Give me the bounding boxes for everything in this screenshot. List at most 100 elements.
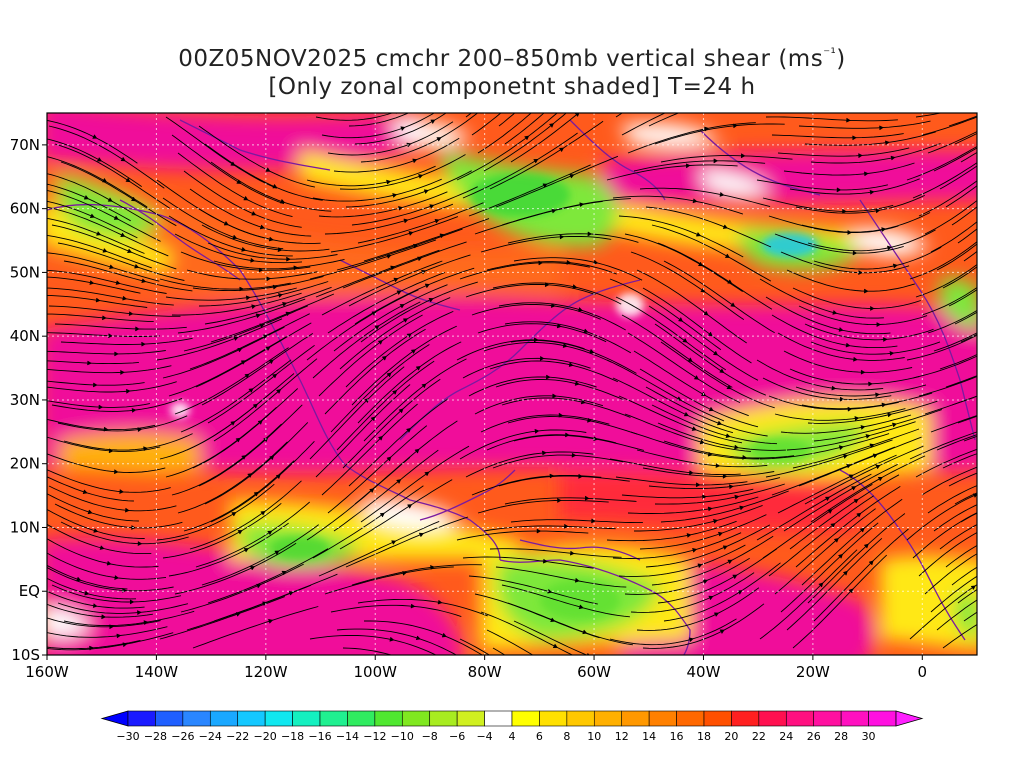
streamline [612,377,734,434]
streamline [801,212,931,233]
streamline-arrow [248,388,254,393]
streamline-arrow [371,311,377,316]
colorbar-label: 8 [563,730,570,743]
streamline [930,575,977,613]
streamline [468,376,597,397]
streamline-arrow [578,604,584,610]
streamline-arrow [838,327,844,332]
streamline [462,556,595,569]
streamline [945,185,977,208]
streamline-arrow [853,357,858,362]
streamline [47,508,145,539]
streamline [930,415,977,433]
streamline-arrow [1013,257,1017,261]
streamline [786,269,915,292]
streamline [156,318,283,361]
streamline [786,421,916,451]
streamline [195,501,310,568]
streamline [459,262,590,280]
streamline [162,326,285,379]
streamline-arrow [713,158,719,164]
streamline [663,562,781,622]
streamline [930,221,977,253]
streamline [756,359,884,391]
streamline [47,217,145,254]
streamline [357,598,488,617]
streamline [774,508,876,595]
streamline-arrow [441,633,447,638]
streamline-arrow [890,155,896,161]
colorbar-label: 20 [724,730,738,743]
streamline-arrow [986,171,990,175]
streamline [333,284,448,352]
streamline-arrow [135,326,140,332]
streamline [777,454,897,514]
streamline [180,359,292,433]
streamline-arrow [719,368,725,374]
colorbar-label: −28 [144,730,167,743]
streamline [645,524,771,568]
streamline-arrow [978,143,982,146]
streamline [63,433,193,451]
streamline-arrow [971,585,976,590]
streamline-arrow [727,559,733,564]
streamline [609,458,741,476]
streamline-arrow [1005,314,1009,318]
streamline-arrow [108,333,113,339]
streamline [168,522,289,577]
streamline [339,479,453,550]
streamline [192,275,324,292]
streamline [47,603,153,618]
streamline [634,504,763,532]
streamline [624,233,743,292]
streamline [936,243,977,271]
streamline [315,384,411,478]
streamline-arrow [280,199,286,204]
streamline [47,418,156,431]
streamline-arrow [892,422,897,428]
streamline [507,602,633,646]
streamline-arrow [553,643,558,648]
streamline [498,475,630,487]
streamline-arrow [251,211,257,216]
streamline-arrow [852,135,857,141]
streamline [48,125,165,189]
streamline-arrow [233,336,239,341]
streamline-arrow [231,512,237,517]
streamline [456,113,558,181]
streamline [918,532,977,577]
streamline-arrow [386,179,392,185]
streamline [609,618,737,646]
streamline [47,590,145,609]
streamline-arrow [369,488,375,493]
streamline [909,584,977,640]
streamline [630,431,760,460]
streamline [924,395,977,415]
streamline-arrow [124,507,130,513]
streamline-arrow [713,351,719,356]
streamline [948,472,977,487]
streamline [339,154,466,190]
streamline [483,342,612,363]
streamline-arrow [876,322,882,327]
streamline-arrow [994,367,998,371]
streamline [207,344,315,424]
streamline-arrow [988,349,992,352]
streamline-arrow [879,125,884,131]
streamline [801,498,903,586]
streamline [47,567,174,592]
streamline-arrow [98,404,104,410]
streamline [498,113,516,127]
streamline-arrow [1003,583,1007,586]
streamline [315,249,440,298]
streamline-arrow [685,163,691,169]
streamline [642,467,775,477]
streamline [606,359,725,422]
streamline [660,490,789,523]
streamline-arrow [411,349,416,354]
streamline [510,519,643,524]
streamline [162,502,282,559]
streamline-arrow [695,482,701,488]
streamline-arrow [722,224,728,229]
streamline-arrow [869,189,875,195]
